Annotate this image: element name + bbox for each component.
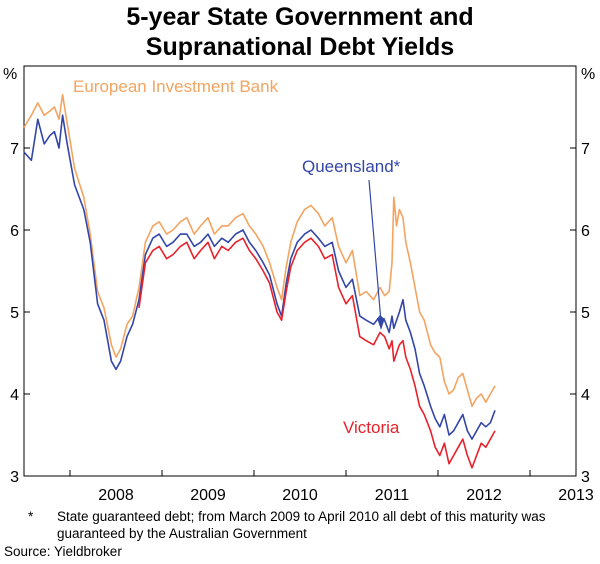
series-line-victoria bbox=[138, 237, 496, 469]
axis-layer: 3 3 4 4 5 5 6 6 7 7 2008 2009 2010 2011 2012 2013 bbox=[10, 141, 594, 504]
y-tick-label-right: 7 bbox=[581, 141, 590, 158]
y-tick-label-left: 7 bbox=[10, 141, 19, 158]
series-line-european-investment-bank bbox=[23, 93, 496, 408]
queensland-annotation-arrow-head bbox=[377, 318, 385, 330]
y-tick-label-left: 5 bbox=[10, 305, 19, 322]
x-tick-label-2012: 2012 bbox=[466, 487, 502, 504]
source-note: Source: Yieldbroker bbox=[4, 544, 122, 559]
footnote-text: State guaranteed debt; from March 2009 t… bbox=[57, 509, 546, 541]
series-line-queensland bbox=[23, 114, 496, 440]
x-tick-label-2010: 2010 bbox=[282, 487, 318, 504]
footnote-marker: * bbox=[28, 509, 34, 524]
y-tick-label-right: 6 bbox=[581, 223, 590, 240]
y-axis-unit-right: % bbox=[581, 66, 596, 83]
x-tick-label-2011: 2011 bbox=[375, 487, 410, 504]
chart-title-line-2: Supranational Debt Yields bbox=[145, 33, 455, 61]
y-tick-label-right: 4 bbox=[581, 387, 590, 404]
x-tick-label-2008: 2008 bbox=[98, 487, 134, 504]
chart-title: 5-year State Government and Supranationa… bbox=[0, 2, 600, 62]
y-tick-label-left: 4 bbox=[10, 387, 19, 404]
y-axis-unit-left: % bbox=[3, 66, 18, 83]
series-label-victoria: Victoria bbox=[343, 418, 400, 437]
plot-frame bbox=[23, 65, 577, 477]
y-tick-label-right: 5 bbox=[581, 305, 590, 322]
queensland-annotation-arrow-line bbox=[368, 179, 382, 323]
y-tick-label-left: 6 bbox=[10, 223, 19, 240]
series-layer bbox=[23, 93, 496, 469]
x-tick-label-2013: 2013 bbox=[558, 487, 594, 504]
y-tick-label-left: 3 bbox=[10, 469, 19, 486]
x-tick-label-2009: 2009 bbox=[190, 487, 226, 504]
y-tick-label-right: 3 bbox=[581, 469, 590, 486]
series-label-queensland: Queensland* bbox=[302, 157, 401, 176]
series-label-european-investment-bank: European Investment Bank bbox=[73, 77, 279, 96]
chart-title-line-1: 5-year State Government and bbox=[126, 3, 474, 31]
